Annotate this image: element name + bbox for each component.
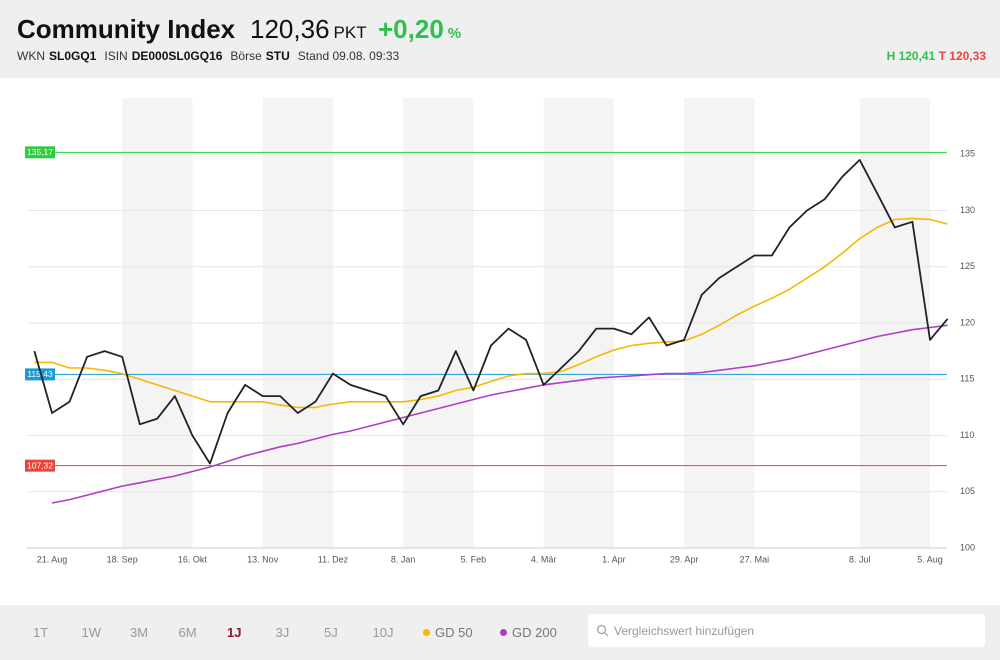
x-tick-label: 13. Nov [247, 554, 279, 564]
meta-value: SL0GQ1 [49, 49, 97, 63]
chart: 100 105 110 115 120 125 130 135 21. Aug 18. Sep 16… [25, 98, 975, 564]
series-line [34, 217, 948, 409]
meta-key: Börse [230, 49, 262, 63]
x-tick-label: 16. Okt [178, 554, 208, 564]
range-tab[interactable]: 1W [81, 625, 102, 640]
legend-item: GD 200 [500, 625, 557, 640]
reference-label-box [25, 459, 55, 472]
series-line [51, 324, 948, 504]
meta-key: ISIN [104, 49, 128, 63]
title: Community Index [17, 14, 236, 44]
high-low: H 120,41 T 120,33 [887, 49, 986, 63]
x-tick-label: 21. Aug [37, 554, 68, 564]
x-tick-label: 5. Feb [461, 554, 487, 564]
stand: Stand 09.08. 09:33 [297, 49, 400, 63]
legend-swatch [423, 629, 430, 636]
range-tab[interactable]: 3J [275, 625, 290, 640]
y-tick-label: 125 [960, 261, 975, 271]
x-tick-label: 18. Sep [107, 554, 138, 564]
x-tick-label: 4. Mär [531, 554, 557, 564]
search-icon [596, 624, 609, 637]
legend-swatch [500, 629, 507, 636]
reference-label-box [25, 368, 55, 381]
y-tick-label: 105 [960, 486, 975, 496]
meta-value: DE000SL0GQ16 [131, 49, 223, 63]
series-line [33, 159, 949, 465]
y-tick-label: 120 [960, 317, 975, 327]
range-tab[interactable]: 1J [227, 625, 242, 640]
x-tick-label: 27. Mai [740, 554, 770, 564]
x-tick-label: 8. Jan [391, 554, 416, 564]
x-tick-label: 11. Dez [318, 554, 349, 564]
y-tick-label: 115 [960, 374, 974, 384]
meta-value: STU [265, 49, 290, 63]
change-value: +0,20 [378, 14, 444, 44]
compare-search[interactable]: Vergleichswert hinzufügen [588, 614, 985, 647]
y-tick-label: 135 [960, 149, 975, 159]
header: Community Index 120,36 PKT +0,20% WKN SL0G… [0, 0, 1000, 78]
low: T 120,33 [938, 49, 986, 63]
legend-label: GD 200 [512, 625, 557, 640]
range-tab[interactable]: 10J [372, 625, 394, 640]
y-tick-label: 130 [960, 205, 975, 215]
x-tick-label: 1. Apr [602, 554, 626, 564]
range-tab[interactable]: 3M [130, 625, 149, 640]
x-tick-label: 8. Jul [849, 554, 871, 564]
range-tab[interactable]: 1T [33, 625, 49, 640]
legend-label: GD 50 [435, 625, 473, 640]
range-tab[interactable]: 6M [178, 625, 197, 640]
controls: 1T 1W 3M 6M 1J 3J 5J 10J GD 50 GD 200 Vergleichs… [0, 605, 1000, 660]
change: +0,20% [378, 14, 461, 45]
meta-key: WKN [17, 49, 45, 63]
high: H 120,41 [886, 49, 936, 63]
change-unit: % [447, 25, 462, 42]
search-placeholder: Vergleichswert hinzufügen [614, 624, 755, 638]
meta: WKN SL0GQ1 ISIN DE000SL0GQ16 Börse STU Stand 0… [17, 49, 399, 63]
price-unit: PKT [333, 23, 367, 42]
price: 120,36 PKT [250, 14, 367, 45]
x-tick-label: 29. Apr [670, 554, 699, 564]
reference-label: 135,17 [27, 147, 53, 157]
reference-label-box [25, 146, 55, 159]
y-tick-label: 100 [960, 542, 975, 552]
legend-item: GD 50 [423, 625, 473, 640]
price-value: 120,36 [250, 14, 330, 44]
y-tick-label: 110 [960, 430, 974, 440]
range-tab[interactable]: 5J [324, 625, 338, 640]
reference-label: 107,32 [27, 460, 53, 470]
x-tick-label: 5. Aug [917, 554, 943, 564]
